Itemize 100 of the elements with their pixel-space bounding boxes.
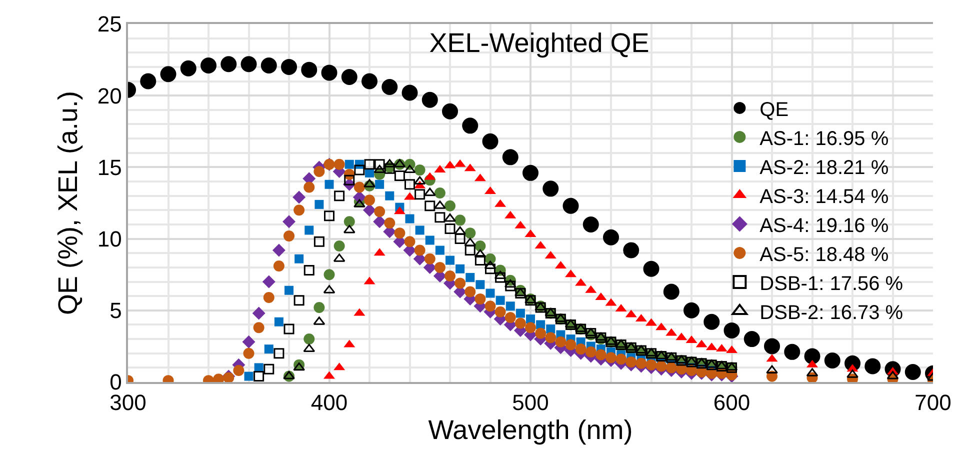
point — [304, 265, 314, 276]
point — [464, 238, 476, 246]
point — [324, 269, 335, 280]
point — [364, 194, 375, 206]
point — [864, 358, 881, 374]
point — [244, 372, 254, 381]
point — [444, 270, 456, 282]
point — [464, 245, 476, 256]
point — [442, 103, 458, 120]
point — [304, 182, 315, 193]
point — [496, 296, 505, 305]
legend-label: DSB-2: 16.73 % — [760, 302, 904, 324]
point — [260, 58, 277, 74]
point — [434, 262, 446, 273]
point — [254, 371, 264, 382]
point — [434, 187, 446, 198]
point — [394, 228, 406, 239]
point — [764, 338, 780, 354]
y-tick-label: 25 — [97, 12, 122, 37]
y-axis-title: QE (%), XEL (a.u.) — [52, 90, 83, 316]
point — [264, 344, 274, 354]
point — [684, 302, 700, 318]
point — [575, 344, 586, 355]
point — [474, 240, 486, 252]
point — [301, 62, 318, 78]
point — [282, 215, 296, 228]
point — [354, 182, 365, 193]
point — [476, 280, 485, 290]
y-tick-label: 5 — [110, 298, 122, 324]
point — [363, 204, 376, 217]
point — [485, 264, 496, 274]
point — [643, 260, 660, 277]
point — [233, 365, 244, 376]
point — [462, 118, 478, 134]
point — [272, 244, 286, 257]
point — [663, 284, 680, 300]
point — [565, 339, 576, 350]
legend-label: AS-4: 19.16 % — [760, 214, 889, 237]
point — [504, 312, 516, 324]
legend-label: DSB-1: 17.56 % — [760, 272, 904, 295]
point — [200, 58, 216, 74]
point — [334, 158, 345, 170]
point — [504, 279, 516, 288]
point — [484, 300, 496, 312]
point — [404, 164, 416, 174]
legend-label: AS-5: 18.48 % — [760, 244, 889, 266]
point — [303, 344, 316, 352]
y-tick-label: 15 — [97, 154, 122, 180]
legend-label: AS-3: 14.54 % — [760, 186, 889, 208]
point — [516, 308, 525, 318]
y-tick-label: 10 — [97, 226, 122, 252]
x-tick-label: 500 — [512, 390, 549, 416]
point — [243, 348, 254, 359]
point — [522, 164, 538, 181]
point — [263, 292, 274, 304]
x-tick-label: 700 — [914, 390, 952, 416]
point — [424, 253, 436, 264]
point — [466, 272, 475, 282]
point — [314, 200, 324, 209]
point — [414, 189, 426, 200]
point — [434, 212, 446, 223]
point — [324, 210, 334, 222]
point — [482, 133, 498, 150]
point — [514, 288, 526, 296]
x-tick-label: 600 — [713, 390, 750, 416]
point — [464, 228, 476, 239]
point — [374, 164, 386, 174]
point — [321, 64, 338, 81]
point — [425, 236, 434, 245]
point — [382, 79, 398, 96]
point — [603, 229, 619, 246]
point — [535, 328, 546, 339]
point — [606, 352, 616, 364]
point — [525, 322, 536, 334]
point — [384, 218, 396, 229]
point — [180, 60, 196, 76]
point — [422, 92, 438, 108]
point — [344, 174, 355, 186]
point — [404, 236, 416, 248]
point — [414, 164, 426, 176]
point — [294, 295, 304, 306]
point — [506, 302, 515, 311]
chart-title: XEL-Weighted QE — [429, 28, 650, 58]
x-tick-label: 400 — [310, 390, 348, 416]
point — [595, 349, 606, 360]
point — [704, 314, 720, 330]
point — [804, 348, 820, 364]
point — [444, 200, 456, 212]
point — [264, 364, 274, 374]
point — [515, 288, 526, 298]
point — [514, 318, 526, 329]
point — [404, 179, 415, 190]
point — [274, 317, 284, 326]
point — [294, 254, 304, 264]
point — [474, 293, 486, 304]
point — [456, 264, 465, 274]
point — [394, 170, 405, 182]
point — [334, 190, 345, 202]
point — [526, 314, 535, 324]
point — [292, 190, 306, 204]
